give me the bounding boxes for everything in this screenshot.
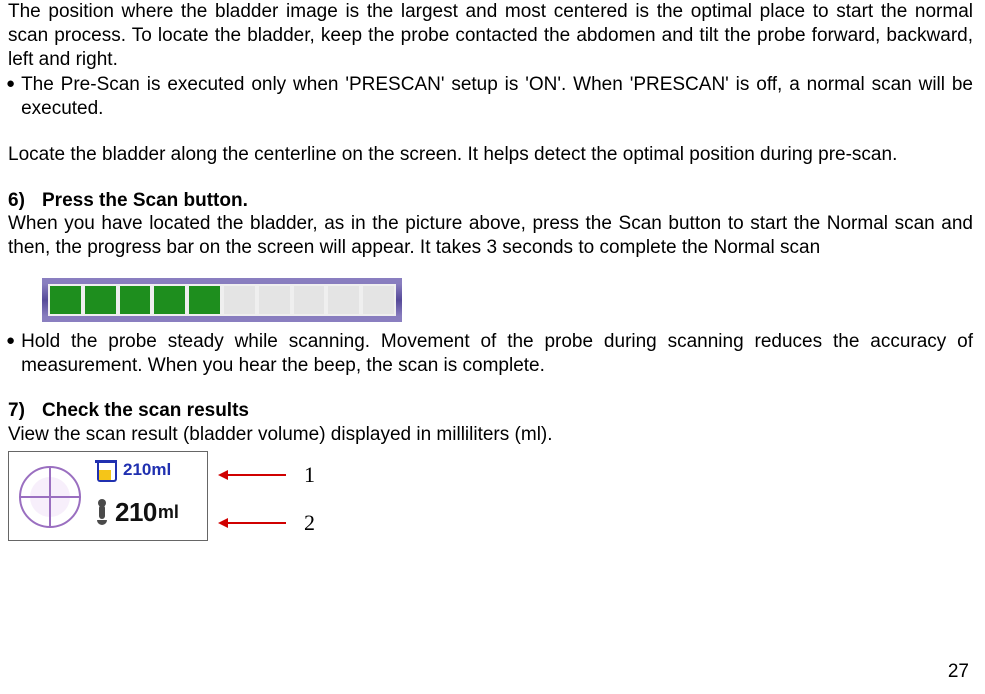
prescan-note-text: The Pre-Scan is executed only when 'PRES… <box>21 73 973 121</box>
volume-1-label: 210ml <box>123 459 171 480</box>
volume-2-number: 210 <box>115 496 157 529</box>
step-6-title: Press the Scan button. <box>42 190 248 211</box>
volume-2-unit: ml <box>158 501 179 524</box>
bullet-icon: ● <box>6 73 15 94</box>
scan-result-diagram: 210ml 210ml 1 2 <box>8 451 973 545</box>
progress-segment <box>328 286 359 314</box>
progress-segment <box>294 286 325 314</box>
hold-steady-text: Hold the probe steady while scanning. Mo… <box>21 330 973 378</box>
progress-segment <box>154 286 185 314</box>
result-volume-beaker: 210ml <box>95 458 171 482</box>
arrow-2-label: 2 <box>304 509 315 537</box>
progress-segment <box>120 286 151 314</box>
arrow-1-label: 1 <box>304 461 315 489</box>
step-7-heading: 7)Check the scan results <box>8 399 973 423</box>
prescan-note-bullet: ● The Pre-Scan is executed only when 'PR… <box>8 73 973 121</box>
progress-segment <box>50 286 81 314</box>
pin-icon <box>95 499 109 525</box>
step-6-heading: 6)Press the Scan button. <box>8 189 973 213</box>
arrow-icon <box>226 522 286 524</box>
progress-segment <box>259 286 290 314</box>
progress-bar <box>42 278 402 322</box>
result-screenshot: 210ml 210ml <box>8 451 208 541</box>
intro-paragraph: The position where the bladder image is … <box>8 0 973 71</box>
crosshair-icon <box>19 466 81 528</box>
hold-steady-bullet: ● Hold the probe steady while scanning. … <box>8 330 973 378</box>
progress-segment <box>85 286 116 314</box>
step-7-body: View the scan result (bladder volume) di… <box>8 423 973 447</box>
bullet-icon: ● <box>6 330 15 351</box>
step-6-number: 6) <box>8 189 42 213</box>
result-arrows: 1 2 <box>226 457 315 545</box>
step-7-title: Check the scan results <box>42 400 249 421</box>
centerline-paragraph: Locate the bladder along the centerline … <box>8 143 973 167</box>
progress-segment <box>224 286 255 314</box>
progress-segment <box>189 286 220 314</box>
page-number: 27 <box>948 660 969 684</box>
step-7-number: 7) <box>8 399 42 423</box>
progress-segment <box>363 286 394 314</box>
arrow-icon <box>226 474 286 476</box>
step-6-body: When you have located the bladder, as in… <box>8 212 973 260</box>
beaker-icon <box>95 458 117 482</box>
result-volume-pin: 210ml <box>95 496 179 529</box>
